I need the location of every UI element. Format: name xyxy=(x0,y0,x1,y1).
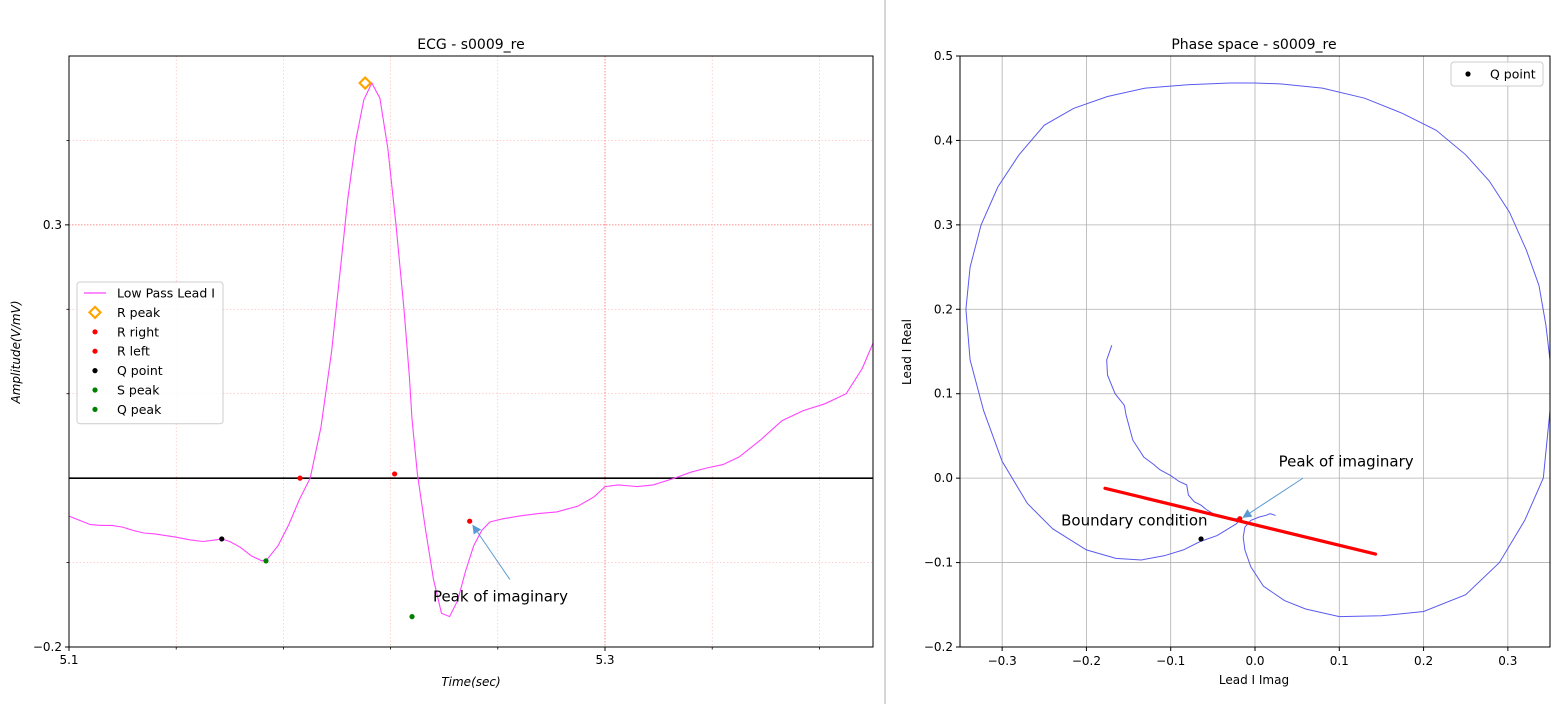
ecg-marker xyxy=(219,536,225,542)
ecg-legend-entry-label: R right xyxy=(117,324,159,339)
phase-annotations: Peak of imaginary Boundary condition xyxy=(1061,452,1414,529)
phase-annotation-text: Peak of imaginary xyxy=(1279,452,1414,470)
ecg-legend-marker-symbol xyxy=(92,329,98,335)
phase-axis-ticks: −0.3 −0.2 −0.1 0.0 0.1 0.2 0.3 −0.2 −0.1 0.0 0.1 0.… xyxy=(924,49,1518,668)
phase-x-tick-label: −0.3 xyxy=(988,654,1017,668)
phase-y-tick-label: 0.4 xyxy=(934,133,953,147)
ecg-annotation-text: Peak of imaginary xyxy=(433,587,568,605)
ecg-axis-ticks: 5.1 5.3 −0.2 0.3 xyxy=(33,140,820,667)
phase-legend: Q point xyxy=(1450,61,1544,87)
phase-x-tick-label: 0.2 xyxy=(1414,654,1433,668)
phase-annotation-text: Boundary condition xyxy=(1061,511,1207,529)
phase-markers xyxy=(1198,516,1243,542)
panel-separator xyxy=(884,0,886,704)
phase-grid xyxy=(960,55,1550,648)
ecg-series-line xyxy=(68,81,874,618)
ecg-legend-marker-symbol xyxy=(92,387,98,393)
phase-y-tick-label: 0.3 xyxy=(934,218,953,232)
phase-y-tick-label: 0.5 xyxy=(934,49,953,63)
ecg-x-axis-label: Time(sec) xyxy=(441,675,500,689)
phase-x-tick-label: −0.1 xyxy=(1156,654,1185,668)
phase-y-tick-label: 0.2 xyxy=(934,302,953,316)
phase-trajectory-line xyxy=(965,82,1551,618)
ecg-legend-entry-label: Q point xyxy=(117,363,163,378)
ecg-marker xyxy=(263,558,269,564)
ecg-marker xyxy=(358,75,373,91)
ecg-legend-entry-label: R peak xyxy=(117,305,161,320)
phase-y-tick-label: −0.1 xyxy=(924,556,953,570)
ecg-legend-marker-symbol xyxy=(87,305,103,320)
phase-annotation-arrow-shaft xyxy=(1249,477,1304,514)
phase-legend-entry-label: Q point xyxy=(1490,67,1536,82)
phase-legend-box xyxy=(1450,61,1544,87)
phase-annotation-arrow-head xyxy=(1242,509,1253,518)
ecg-legend-entry-label: Q peak xyxy=(117,402,162,417)
ecg-chart: ECG - s0009_re Peak of imaginary 5.1 5.3 −… xyxy=(9,37,874,689)
phase-y-axis-label: Lead I Real xyxy=(900,319,914,385)
ecg-x-tick-label: 5.3 xyxy=(595,653,614,667)
ecg-legend-marker-symbol xyxy=(92,406,98,412)
phase-y-tick-label: 0.1 xyxy=(934,387,953,401)
ecg-legend: Low Pass Lead I R peak R right R left Q poin… xyxy=(76,281,224,425)
phase-x-tick-label: −0.2 xyxy=(1072,654,1101,668)
ecg-x-tick-label: 5.1 xyxy=(59,653,78,667)
ecg-markers xyxy=(219,75,473,620)
phase-y-tick-label: 0.0 xyxy=(934,471,953,485)
ecg-y-axis-label: Amplitude(V/mV) xyxy=(9,300,23,404)
ecg-marker xyxy=(467,518,473,524)
ecg-legend-marker-symbol xyxy=(92,348,98,354)
phase-marker xyxy=(1237,516,1243,522)
phase-x-tick-label: 0.0 xyxy=(1245,654,1264,668)
ecg-legend-box xyxy=(76,281,224,425)
phase-series xyxy=(965,82,1551,618)
ecg-annotation-arrow-shaft xyxy=(477,531,511,580)
ecg-annotation-arrow-head xyxy=(472,524,482,535)
ecg-y-tick-label: 0.3 xyxy=(43,218,62,232)
phase-x-axis-label: Lead I Imag xyxy=(1219,673,1289,687)
phase-annotation-arrow xyxy=(1242,477,1304,518)
ecg-annotations: Peak of imaginary xyxy=(433,524,568,605)
ecg-chart-title: ECG - s0009_re xyxy=(417,37,524,53)
ecg-marker xyxy=(297,475,303,481)
ecg-legend-marker-symbol xyxy=(92,368,98,374)
ecg-series xyxy=(68,81,874,618)
ecg-legend-entry-label: Low Pass Lead I xyxy=(117,286,215,301)
phase-y-tick-label: −0.2 xyxy=(924,640,953,654)
ecg-marker xyxy=(409,614,415,620)
ecg-legend-entry-label: R left xyxy=(117,344,150,359)
phase-x-tick-label: 0.3 xyxy=(1498,654,1517,668)
ecg-y-tick-label: −0.2 xyxy=(33,640,62,654)
ecg-legend-entry-label: S peak xyxy=(117,383,160,398)
phase-marker xyxy=(1198,536,1204,542)
phase-x-tick-label: 0.1 xyxy=(1330,654,1349,668)
phase-space-chart: Phase space - s0009_re Peak of imaginary… xyxy=(900,37,1551,687)
ecg-marker xyxy=(392,471,398,477)
ecg-plot-frame xyxy=(68,55,874,648)
phase-chart-title: Phase space - s0009_re xyxy=(1171,37,1336,53)
phase-legend-marker-symbol xyxy=(1465,71,1471,77)
ecg-annotation-arrow xyxy=(472,524,511,580)
